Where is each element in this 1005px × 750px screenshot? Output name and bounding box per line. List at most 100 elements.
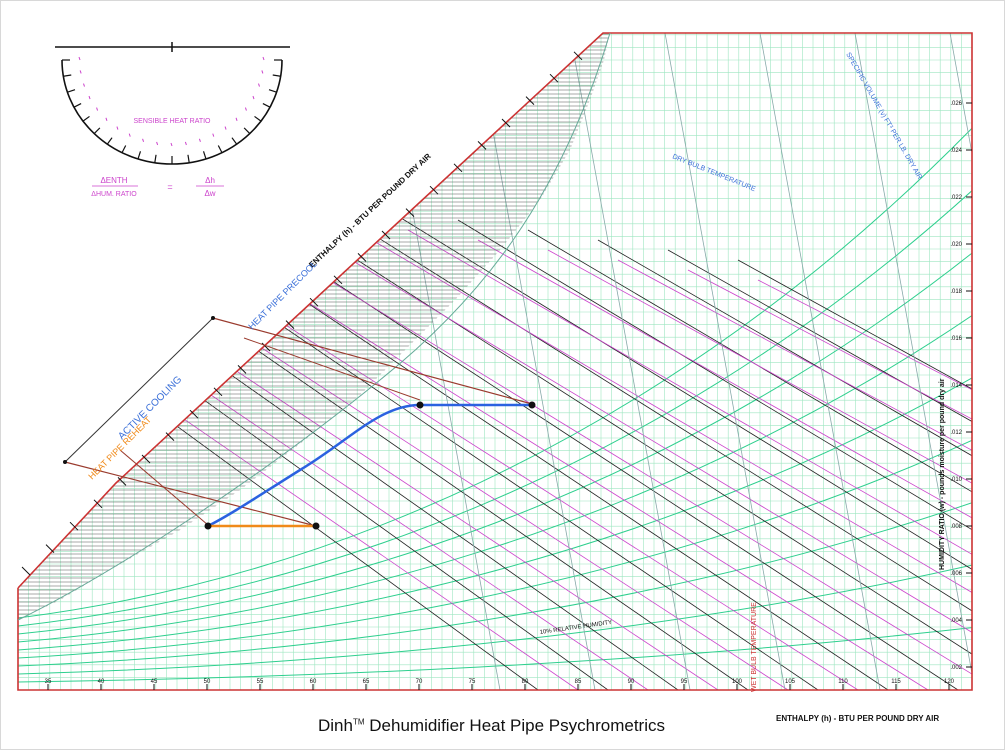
- formula-equals: =: [167, 182, 172, 192]
- enthalpy-line: [317, 199, 972, 690]
- wet-bulb-line: [547, 249, 972, 690]
- humidity-tick-label: .008: [950, 524, 962, 530]
- enthalpy-tick: [333, 275, 343, 285]
- protractor-minor-tick: [105, 117, 108, 121]
- protractor-minor-tick: [235, 117, 238, 121]
- enthalpy-tick: [45, 544, 55, 553]
- specific-volume-line: [854, 33, 972, 690]
- protractor-tick: [272, 74, 281, 77]
- protractor-tick: [254, 115, 262, 122]
- protractor-minor-tick: [78, 56, 81, 61]
- dry-bulb-tick-label: 55: [257, 679, 264, 685]
- dry-bulb-tick-label: 90: [628, 679, 635, 685]
- humidity-tick-label: .024: [950, 148, 962, 154]
- enthalpy-tick: [141, 454, 151, 464]
- humidity-tick-label: .026: [950, 101, 962, 107]
- protractor-tick: [73, 103, 82, 108]
- rh-curve: [18, 377, 972, 651]
- protractor-minor-tick: [116, 126, 119, 130]
- dry-bulb-tick-label: 120: [944, 679, 955, 685]
- humidity-ratio-title: HUMIDITY RATIO (w) - pounds moisture per…: [939, 378, 946, 570]
- enthalpy-tick: [405, 208, 415, 217]
- specific-volume-title: SPECIFIC VOLUME (v) FT³ PER LB. DRY AIR: [844, 52, 923, 181]
- enthalpy-tick: [309, 297, 319, 307]
- specific-volume-line: [664, 33, 786, 690]
- protractor-minor-tick: [83, 83, 85, 87]
- rh-curve: [18, 190, 972, 627]
- formula-right-bottom: Δw: [204, 189, 215, 198]
- dry-bulb-tick-label: 85: [575, 679, 582, 685]
- formula-right-top: Δh: [205, 176, 215, 185]
- enthalpy-bottom-title: ENTHALPY (h) - BTU PER POUND DRY AIR: [776, 714, 940, 723]
- enthalpy-tick: [429, 185, 439, 195]
- humidity-tick-label: .006: [950, 571, 962, 577]
- active-cooling-dim-line: [64, 317, 214, 463]
- active-cooling-label: ACTIVE COOLING: [116, 374, 184, 442]
- state-point-cooled-air: [204, 522, 212, 530]
- protractor-tick: [93, 127, 101, 134]
- grid-layer: [18, 33, 972, 690]
- enthalpy-line: [387, 209, 972, 690]
- enthalpy-line: [247, 189, 972, 690]
- enthalpy-line: [667, 249, 972, 690]
- wet-bulb-title: WET BULB TEMPERATURE: [751, 602, 758, 692]
- dry-bulb-tick-label: 110: [838, 679, 848, 685]
- protractor-tick: [137, 151, 142, 160]
- humidity-tick-label: .010: [950, 477, 962, 483]
- protractor-minor-tick: [262, 56, 265, 61]
- enthalpy-tick: [525, 96, 535, 105]
- rh-curve: [18, 315, 972, 643]
- rh-curve: [18, 252, 972, 635]
- wet-bulb-line: [617, 259, 972, 690]
- protractor-tick: [106, 137, 113, 145]
- heat-pipe-precool-label: HEAT PIPE PRECOOL: [246, 259, 319, 332]
- protractor-minor-tick: [88, 95, 91, 100]
- protractor-tick: [202, 151, 207, 160]
- rh-curve: [18, 564, 972, 675]
- enthalpy-scale: [21, 51, 583, 576]
- wet-bulb-line: [57, 179, 859, 690]
- dry-bulb-tick-label: 45: [151, 679, 158, 685]
- wet-bulb-line: [757, 279, 972, 690]
- enthalpy-line: [737, 259, 972, 690]
- specific-volume-line: [759, 33, 881, 690]
- dry-bulb-tick-label: 35: [45, 679, 52, 685]
- protractor-minor-tick: [198, 138, 201, 142]
- state-point-precooled-air: [416, 401, 424, 409]
- formula-left-bottom: ΔHUM. RATIO: [91, 191, 137, 198]
- precool-bracket-mid: [243, 337, 421, 401]
- wet-bulb-line: [127, 189, 929, 690]
- protractor-minor-tick: [142, 138, 145, 142]
- protractor-minor-tick: [96, 107, 99, 111]
- enthalpy-tick: [213, 387, 223, 397]
- humidity-tick-label: .004: [950, 618, 962, 624]
- dry-bulb-tick-label: 115: [891, 679, 901, 685]
- humidity-tick-label: .020: [950, 242, 962, 248]
- protractor-tick: [262, 103, 271, 108]
- protractor-minor-tick: [156, 141, 159, 146]
- protractor-tick: [243, 127, 251, 134]
- enthalpy-tick: [285, 320, 295, 329]
- protractor-minor-tick: [212, 133, 215, 137]
- humidity-tick-label: .018: [950, 289, 962, 295]
- chart-title: DinhTM Dehumidifier Heat Pipe Psychromet…: [318, 716, 665, 736]
- specific-volume-line: [569, 33, 691, 690]
- enthalpy-line: [597, 239, 972, 690]
- reheat-bracket-mid: [119, 449, 209, 526]
- relative-humidity-title: 10% RELATIVE HUMIDITY: [539, 620, 612, 636]
- rh-curve: [18, 127, 972, 619]
- heat-pipe-reheat-label: HEAT PIPE REHEAT: [86, 414, 153, 481]
- title-brand: Dinh: [318, 716, 353, 735]
- enthalpy-tick: [93, 499, 103, 509]
- dry-bulb-tick-label: 105: [785, 679, 796, 685]
- enthalpy-tick: [453, 163, 463, 173]
- dry-bulb-tick-label: 95: [681, 679, 688, 685]
- enthalpy-tick: [189, 409, 199, 419]
- enthalpy-line: [177, 179, 959, 690]
- sensible-heat-ratio-label: SENSIBLE HEAT RATIO: [133, 118, 211, 125]
- protractor-minor-tick: [252, 95, 255, 100]
- sensible-heat-protractor: SENSIBLE HEAT RATIO ΔENTH ΔHUM. RATIO = …: [55, 42, 290, 198]
- specific-volume-line: [949, 33, 972, 690]
- saturation-curve: [17, 32, 611, 621]
- rh-curve: [18, 502, 972, 667]
